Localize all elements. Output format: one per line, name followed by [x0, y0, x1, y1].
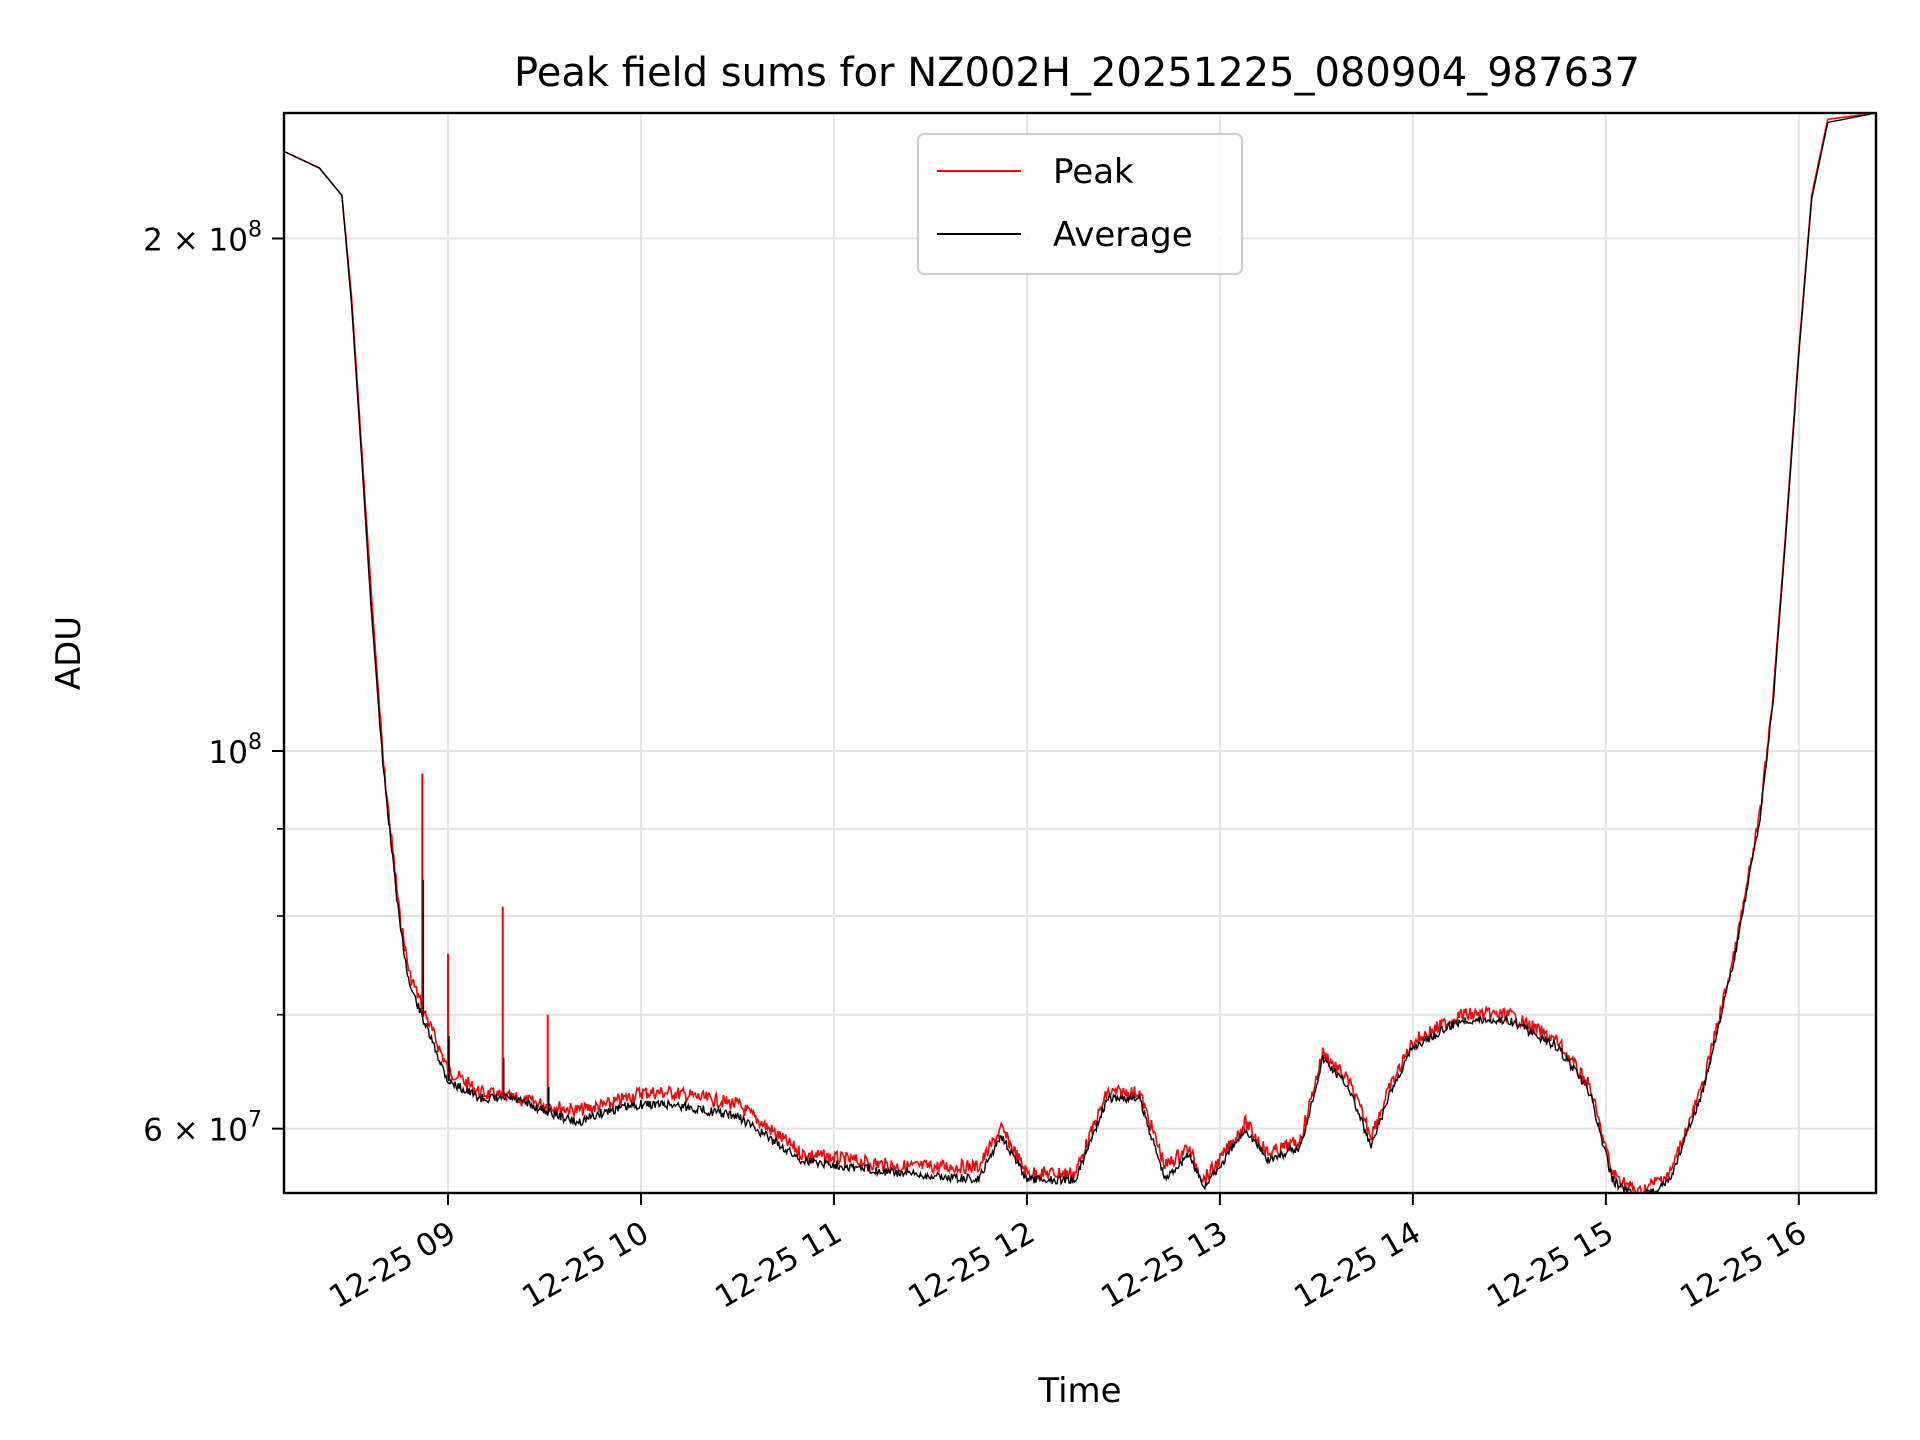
legend: Peak Average [917, 133, 1243, 275]
y-tick-label: 6 × 107 [143, 1108, 262, 1149]
y-tick-label: 2 × 108 [143, 218, 262, 259]
plot-frame [282, 111, 1878, 1195]
x-axis-label: Time [1037, 1371, 1121, 1411]
y-tick-label-exponent: 8 [248, 218, 262, 243]
y-tick-label-exponent: 7 [248, 1108, 262, 1133]
series-line-average [284, 113, 1876, 1193]
chart-title: Peak field sums for NZ002H_20251225_0809… [514, 50, 1640, 96]
y-axis-label: ADU [49, 616, 89, 690]
y-tick-label: 108 [209, 730, 262, 771]
y-tick-label-base: 6 × 10 [143, 1113, 248, 1149]
y-tick-label-exponent: 8 [248, 730, 262, 755]
y-tick-label-base: 2 × 10 [143, 223, 248, 259]
y-tick-label-base: 10 [209, 735, 248, 771]
legend-box [917, 133, 1243, 275]
series-layer [284, 113, 1876, 1193]
legend-label-peak: Peak [1053, 152, 1134, 192]
legend-label-average: Average [1053, 215, 1193, 255]
grid-layer [284, 113, 1876, 1193]
